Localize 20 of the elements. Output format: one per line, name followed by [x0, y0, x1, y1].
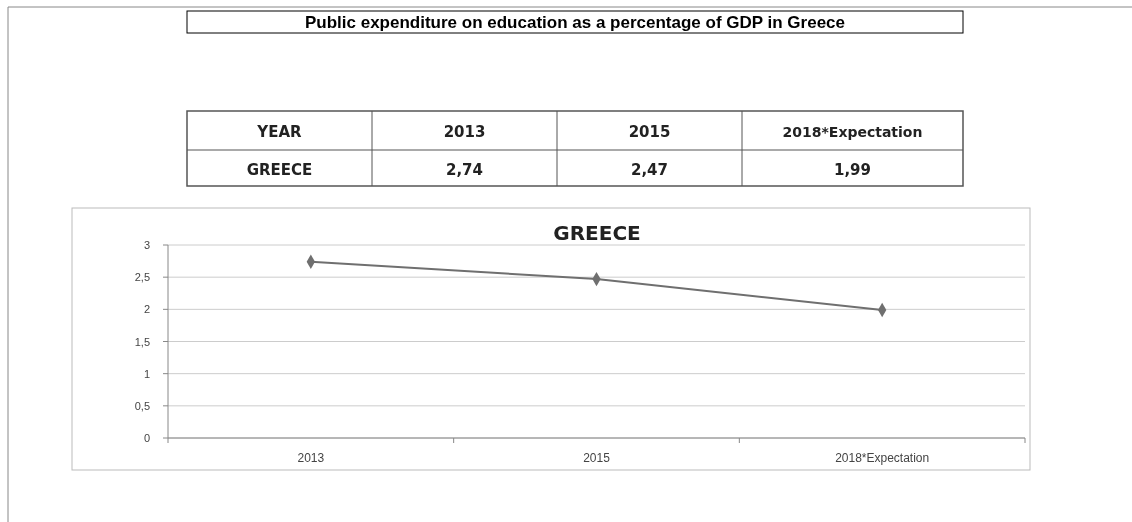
y-tick-label: 0	[143, 432, 150, 444]
y-tick-label: 1	[143, 367, 150, 380]
category-label: 2013	[443, 123, 486, 141]
x-tick-label: 2013	[297, 451, 325, 465]
text: 2,74	[445, 161, 484, 179]
y-tick-label: 3	[143, 239, 150, 251]
y-tick-label: 1,5	[134, 335, 150, 348]
y-tick-label: 2	[143, 303, 150, 316]
category-label: 2018*Expectation	[782, 124, 923, 140]
y-tick-label: 0,5	[134, 399, 150, 412]
text: GREECE	[246, 161, 313, 179]
text: 2,47	[630, 161, 669, 179]
text: YEAR	[256, 123, 303, 141]
category-label: 2015	[628, 123, 671, 141]
text: 1,99	[833, 161, 872, 179]
x-tick-label: 2018*Expectation	[835, 451, 930, 465]
y-tick-label: 2,5	[134, 271, 150, 284]
chart-subtitle: GREECE	[553, 221, 641, 245]
chart-title: Public expenditure on education as a percentage of GDP in Greece	[304, 13, 846, 32]
x-tick-label: 2015	[583, 451, 611, 465]
